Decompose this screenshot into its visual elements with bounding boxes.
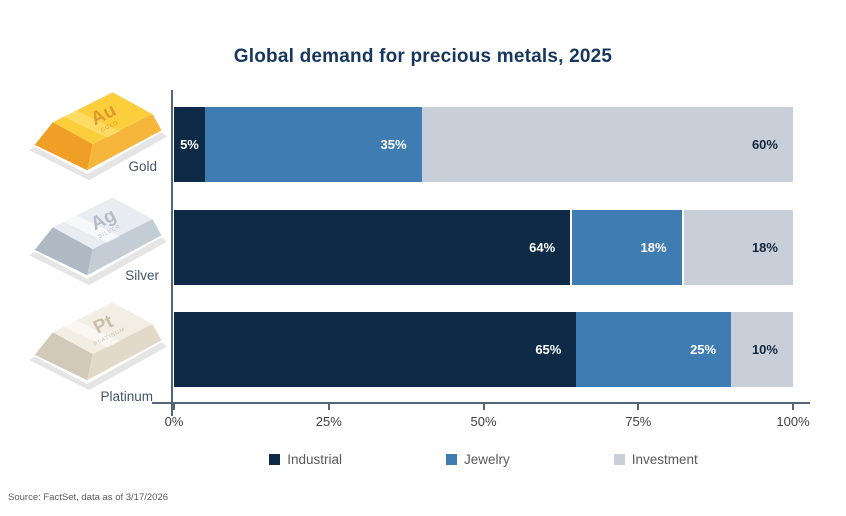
legend: Industrial Jewelry Investment [174, 452, 793, 467]
gold-ingot-block: Au GOLD Gold [22, 86, 167, 188]
legend-item-jewelry[interactable]: Jewelry [445, 452, 510, 467]
bar-value-label: 18% [751, 240, 778, 255]
silver-ingot-block: Ag SILVER Silver [22, 191, 167, 293]
legend-item-investment[interactable]: Investment [613, 452, 698, 467]
investment-swatch-icon [613, 454, 625, 465]
bar-segment-investment[interactable]: 60% [421, 107, 793, 182]
bar-segment-investment[interactable]: 18% [681, 210, 793, 285]
bar-value-label: 10% [751, 342, 778, 357]
bar-segment-industrial[interactable]: 65% [174, 312, 577, 387]
bar-value-label: 25% [690, 342, 717, 357]
bar-row-platinum: 65% 25% 10% [174, 312, 793, 387]
category-label-silver: Silver [125, 268, 159, 283]
bar-value-label: 65% [535, 342, 562, 357]
gold-ingot-icon: Au GOLD [29, 92, 167, 181]
bar-row-silver: 64% 18% 18% [174, 210, 793, 285]
bar-value-label: 18% [640, 240, 667, 255]
bar-segment-investment[interactable]: 10% [731, 312, 793, 387]
category-label-platinum: Platinum [100, 389, 153, 404]
platinum-ingot-icon: Pt PLATINUM [29, 302, 167, 391]
bar-value-label: 64% [529, 240, 556, 255]
bar-row-gold: 5% 35% 60% [174, 107, 793, 182]
bar-value-label: 60% [751, 137, 778, 152]
legend-label-jewelry: Jewelry [463, 452, 510, 467]
jewelry-swatch-icon [445, 454, 457, 465]
silver-ingot-icon: Ag SILVER [29, 197, 167, 286]
x-axis: 0% 25% 50% 75% 100% [165, 402, 810, 436]
bar-segment-jewelry[interactable]: 25% [576, 312, 732, 387]
legend-label-investment: Investment [631, 452, 698, 467]
legend-item-industrial[interactable]: Industrial [269, 452, 342, 467]
bar-value-label: 5% [180, 137, 199, 152]
x-axis-line [152, 402, 810, 404]
bar-segment-jewelry[interactable]: 35% [204, 107, 422, 182]
chart-title: Global demand for precious metals, 2025 [233, 46, 613, 67]
bar-value-label: 35% [380, 137, 407, 152]
category-label-gold: Gold [128, 159, 157, 174]
bar-segment-industrial[interactable]: 5% [174, 107, 205, 182]
bar-segment-industrial[interactable]: 64% [174, 210, 571, 285]
legend-label-industrial: Industrial [287, 452, 342, 467]
y-axis-line [171, 90, 173, 416]
bar-segment-jewelry[interactable]: 18% [570, 210, 682, 285]
source-note: Source: FactSet, data as of 3/17/2026 [8, 492, 169, 503]
platinum-ingot-block: Pt PLATINUM Platinum [22, 296, 167, 404]
industrial-swatch-icon [269, 454, 281, 465]
